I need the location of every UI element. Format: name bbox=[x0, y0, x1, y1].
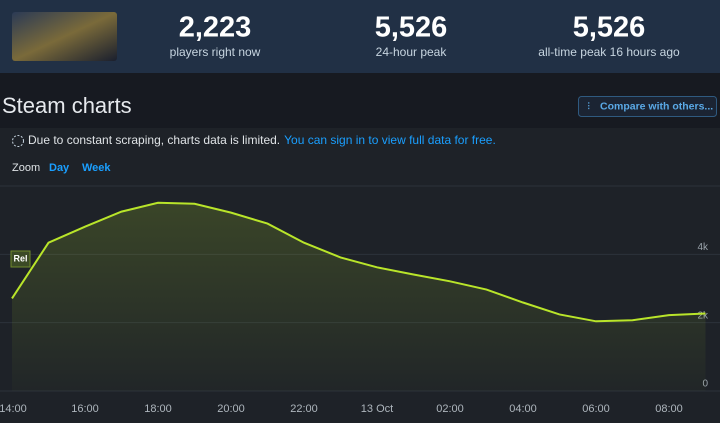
heading: Steam charts bbox=[2, 93, 132, 118]
zoom-option[interactable]: Week bbox=[82, 162, 111, 174]
annotation-flag bbox=[10, 250, 31, 268]
stat-value: 5,526 bbox=[375, 12, 448, 44]
notice: Due to constant scraping, charts data is… bbox=[28, 133, 280, 147]
stat-label: players right now bbox=[170, 45, 261, 59]
x-tick-label: 04:00 bbox=[509, 403, 537, 415]
x-tick-label: 16:00 bbox=[71, 403, 99, 415]
x-tick-label: 06:00 bbox=[582, 403, 610, 415]
x-tick-label: 18:00 bbox=[144, 403, 172, 415]
compare-button-label: Compare with others... bbox=[600, 100, 713, 112]
sign-in-link[interactable]: You can sign in to view full data for fr… bbox=[284, 133, 496, 147]
x-tick-label: 08:00 bbox=[655, 403, 683, 415]
stat-label: all-time peak 16 hours ago bbox=[538, 45, 680, 59]
compare-icon: ⁝ bbox=[587, 100, 591, 112]
zoom-option[interactable]: Day bbox=[49, 162, 70, 174]
x-tick-label: 22:00 bbox=[290, 403, 318, 415]
x-tick-label: 02:00 bbox=[436, 403, 464, 415]
notice-text: Due to constant scraping, charts data is… bbox=[28, 133, 496, 147]
compare-button[interactable] bbox=[578, 96, 717, 117]
line bbox=[11, 201, 706, 323]
y-tick-label: 4k bbox=[697, 242, 709, 253]
notice-icon bbox=[12, 135, 24, 147]
x-tick-label: 13 Oct bbox=[361, 403, 393, 415]
header-band bbox=[0, 0, 720, 73]
stat-label: 24-hour peak bbox=[376, 45, 448, 59]
x-tick-label: 20:00 bbox=[217, 403, 245, 415]
zoom-label: Zoom bbox=[12, 162, 40, 174]
annotation-label: Rel bbox=[13, 253, 27, 263]
stat-value: 5,526 bbox=[573, 12, 646, 44]
x-tick-label: 14:00 bbox=[0, 403, 27, 415]
area bbox=[12, 202, 706, 391]
game-thumbnail[interactable] bbox=[12, 12, 117, 61]
stat-value: 2,223 bbox=[179, 12, 252, 44]
